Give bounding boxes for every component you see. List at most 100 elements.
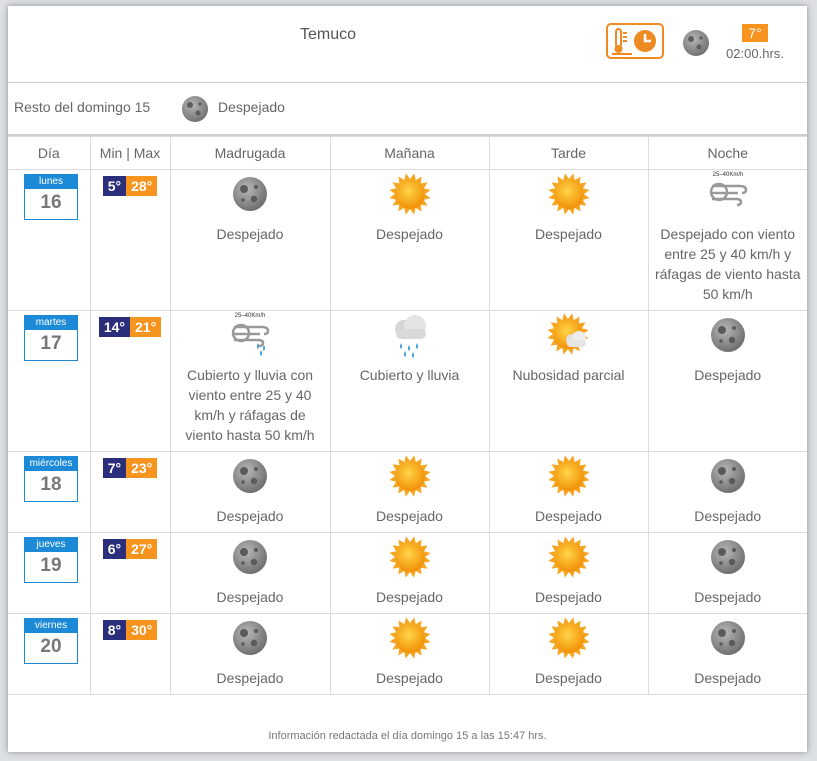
period-cell: Despejado: [488, 613, 649, 695]
moon-clear-icon: [649, 533, 808, 581]
sun-clear-icon: [490, 452, 648, 500]
sun-clear-icon: [490, 170, 648, 218]
period-cell: Despejado: [647, 613, 808, 695]
temperature-clock-icon[interactable]: [606, 23, 664, 59]
min-temperature: 6°: [102, 539, 127, 559]
col-header-madrugada: Madrugada: [169, 136, 331, 170]
day-name: miércoles: [25, 457, 77, 471]
period-cell: Despejado: [647, 451, 808, 533]
period-description: Nubosidad parcial: [512, 367, 625, 383]
current-temperature: 7°: [742, 24, 768, 42]
moon-clear-icon: [171, 170, 330, 218]
calendar-date-badge: jueves 19: [24, 537, 78, 583]
period-cell: Despejado: [647, 310, 807, 452]
forecast-row: lunes 16 5° 28° Despejado Despejado Desp…: [8, 169, 808, 311]
calendar-date-badge: lunes 16: [24, 174, 78, 220]
rest-of-day-row: Resto del domingo 15 Despejado: [8, 83, 807, 136]
header: Temuco: [8, 6, 807, 83]
sun-clear-icon: [331, 170, 489, 218]
day-number: 18: [40, 474, 62, 495]
minmax-cell: 5° 28°: [89, 169, 171, 311]
forecast-table: Día Min | Max Madrugada Mañana Tarde Noc…: [8, 136, 807, 695]
day-name: martes: [25, 316, 77, 330]
sun-clear-icon: [490, 614, 648, 662]
minmax-cell: 8° 30°: [89, 613, 171, 695]
moon-clear-icon: [180, 94, 210, 129]
svg-text:25–40Km/h: 25–40Km/h: [712, 172, 743, 178]
calendar-date-badge: miércoles 18: [24, 456, 78, 502]
moon-clear-icon: [171, 533, 330, 581]
period-cell: Despejado: [169, 613, 331, 695]
sun-clear-icon: [331, 614, 489, 662]
city-title: Temuco: [299, 26, 357, 43]
min-temperature: 7°: [102, 458, 127, 478]
max-temperature: 28°: [126, 176, 158, 196]
period-description: Despejado: [216, 670, 284, 686]
sun-clear-icon: [490, 533, 648, 581]
period-description: Despejado: [535, 226, 602, 242]
day-number: 17: [40, 333, 62, 354]
sun-clear-icon: [331, 533, 489, 581]
period-description: Despejado: [376, 670, 443, 686]
period-cell: Despejado: [647, 532, 808, 614]
sun-clear-icon: [331, 452, 489, 500]
wind-icon: 25–40Km/h: [649, 170, 808, 218]
period-description: Despejado: [376, 589, 443, 605]
period-description: Despejado: [535, 670, 602, 686]
moon-clear-icon: [171, 452, 330, 500]
day-name: jueves: [25, 538, 77, 552]
period-description: Despejado: [694, 508, 762, 524]
col-header-tarde: Tarde: [488, 136, 649, 170]
period-description: Cubierto y lluvia con viento entre 25 y …: [185, 367, 315, 443]
forecast-panel: Temuco: [8, 6, 807, 752]
forecast-row: martes 17 14° 21° 25–40Km/h Cubierto y l…: [8, 310, 807, 452]
svg-text:25–40Km/h: 25–40Km/h: [235, 313, 266, 319]
period-description: Despejado: [694, 670, 762, 686]
day-cell: lunes 16: [8, 169, 91, 311]
moon-clear-icon: [649, 452, 808, 500]
period-description: Cubierto y lluvia: [359, 367, 460, 383]
period-cell: Despejado: [329, 613, 490, 695]
rest-of-day-label: Resto del domingo 15: [14, 99, 151, 115]
period-cell: 25–40Km/h Despejado con viento entre 25 …: [647, 169, 808, 311]
day-cell: viernes 20: [8, 613, 91, 695]
day-number: 16: [40, 192, 62, 213]
day-name: viernes: [25, 619, 77, 633]
day-cell: jueves 19: [8, 532, 91, 614]
period-description: Despejado: [216, 589, 284, 605]
period-description: Despejado con viento entre 25 y 40 km/h …: [654, 226, 801, 302]
period-cell: Despejado: [329, 532, 490, 614]
rest-of-day-description: Despejado: [218, 99, 285, 115]
day-number: 19: [40, 555, 62, 576]
period-cell: Nubosidad parcial: [488, 310, 649, 452]
col-header-day: Día: [8, 136, 91, 170]
current-moon-icon: [681, 28, 711, 63]
period-cell: Despejado: [169, 169, 331, 311]
max-temperature: 23°: [126, 458, 158, 478]
period-cell: Despejado: [169, 451, 331, 533]
period-cell: Despejado: [329, 169, 490, 311]
max-temperature: 30°: [126, 620, 158, 640]
moon-clear-icon: [649, 614, 808, 662]
col-header-manana: Mañana: [329, 136, 490, 170]
day-cell: martes 17: [8, 310, 91, 452]
period-description: Despejado: [694, 367, 762, 383]
col-header-noche: Noche: [647, 136, 807, 170]
day-cell: miércoles 18: [8, 451, 91, 533]
period-description: Despejado: [376, 226, 443, 242]
partly-cloudy-icon: [490, 311, 648, 359]
period-cell: Despejado: [329, 451, 490, 533]
period-description: Despejado: [535, 508, 602, 524]
period-cell: Despejado: [488, 451, 649, 533]
min-temperature: 8°: [102, 620, 127, 640]
cloud-rain-icon: [331, 311, 489, 359]
forecast-row: viernes 20 8° 30° Despejado Despejado De…: [8, 613, 808, 695]
period-cell: Despejado: [488, 532, 649, 614]
min-temperature: 5°: [102, 176, 127, 196]
minmax-cell: 7° 23°: [89, 451, 171, 533]
min-temperature: 14°: [98, 317, 130, 337]
period-cell: Despejado: [488, 169, 649, 311]
period-description: Despejado: [216, 508, 284, 524]
calendar-date-badge: viernes 20: [24, 618, 78, 664]
period-cell: Despejado: [169, 532, 331, 614]
